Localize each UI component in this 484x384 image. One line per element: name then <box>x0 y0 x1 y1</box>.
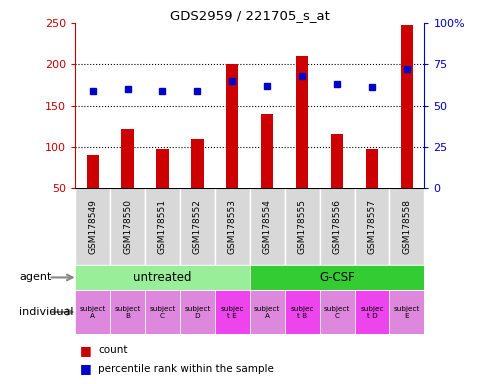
Text: GSM178557: GSM178557 <box>367 199 376 254</box>
Text: subject
B: subject B <box>114 306 140 318</box>
Text: percentile rank within the sample: percentile rank within the sample <box>98 364 274 374</box>
Text: subject
D: subject D <box>184 306 210 318</box>
Bar <box>330 134 343 188</box>
Bar <box>214 188 249 265</box>
Bar <box>400 25 412 188</box>
Text: individual: individual <box>19 307 74 317</box>
Text: agent: agent <box>19 272 52 283</box>
Text: subject
A: subject A <box>254 306 280 318</box>
Bar <box>249 265 424 290</box>
Bar <box>110 188 145 265</box>
Text: subjec
t B: subjec t B <box>290 306 313 318</box>
Text: GSM178556: GSM178556 <box>332 199 341 254</box>
Text: GSM178551: GSM178551 <box>158 199 166 254</box>
Text: GSM178549: GSM178549 <box>88 199 97 254</box>
Bar <box>145 290 180 334</box>
Text: subjec
t E: subjec t E <box>220 306 243 318</box>
Bar <box>295 56 308 188</box>
Bar <box>226 64 238 188</box>
Text: GSM178550: GSM178550 <box>123 199 132 254</box>
Text: GSM178554: GSM178554 <box>262 199 271 254</box>
Text: ■: ■ <box>80 344 91 357</box>
Text: G-CSF: G-CSF <box>318 271 354 284</box>
Bar <box>75 290 110 334</box>
Bar <box>260 114 273 188</box>
Bar <box>249 290 284 334</box>
Bar <box>75 188 110 265</box>
Bar <box>110 290 145 334</box>
Text: GSM178552: GSM178552 <box>193 199 201 254</box>
Text: ■: ■ <box>80 362 91 375</box>
Bar <box>121 129 134 188</box>
Bar <box>75 265 249 290</box>
Bar <box>284 188 319 265</box>
Bar <box>180 188 214 265</box>
Text: subjec
t D: subjec t D <box>360 306 383 318</box>
Text: subject
E: subject E <box>393 306 419 318</box>
Bar <box>191 139 203 188</box>
Text: subject
C: subject C <box>149 306 175 318</box>
Bar <box>145 188 180 265</box>
Bar <box>354 188 389 265</box>
Bar <box>354 290 389 334</box>
Bar <box>214 290 249 334</box>
Text: count: count <box>98 345 128 355</box>
Text: subject
C: subject C <box>323 306 349 318</box>
Title: GDS2959 / 221705_s_at: GDS2959 / 221705_s_at <box>169 9 329 22</box>
Bar <box>319 188 354 265</box>
Text: untreated: untreated <box>133 271 191 284</box>
Bar <box>319 290 354 334</box>
Bar <box>86 155 99 188</box>
Text: subject
A: subject A <box>79 306 106 318</box>
Text: GSM178553: GSM178553 <box>227 199 236 254</box>
Bar <box>389 188 424 265</box>
Bar <box>389 290 424 334</box>
Text: GSM178558: GSM178558 <box>402 199 410 254</box>
Bar <box>249 188 284 265</box>
Bar <box>284 290 319 334</box>
Bar <box>180 290 214 334</box>
Bar <box>365 149 378 188</box>
Bar <box>156 149 168 188</box>
Text: GSM178555: GSM178555 <box>297 199 306 254</box>
